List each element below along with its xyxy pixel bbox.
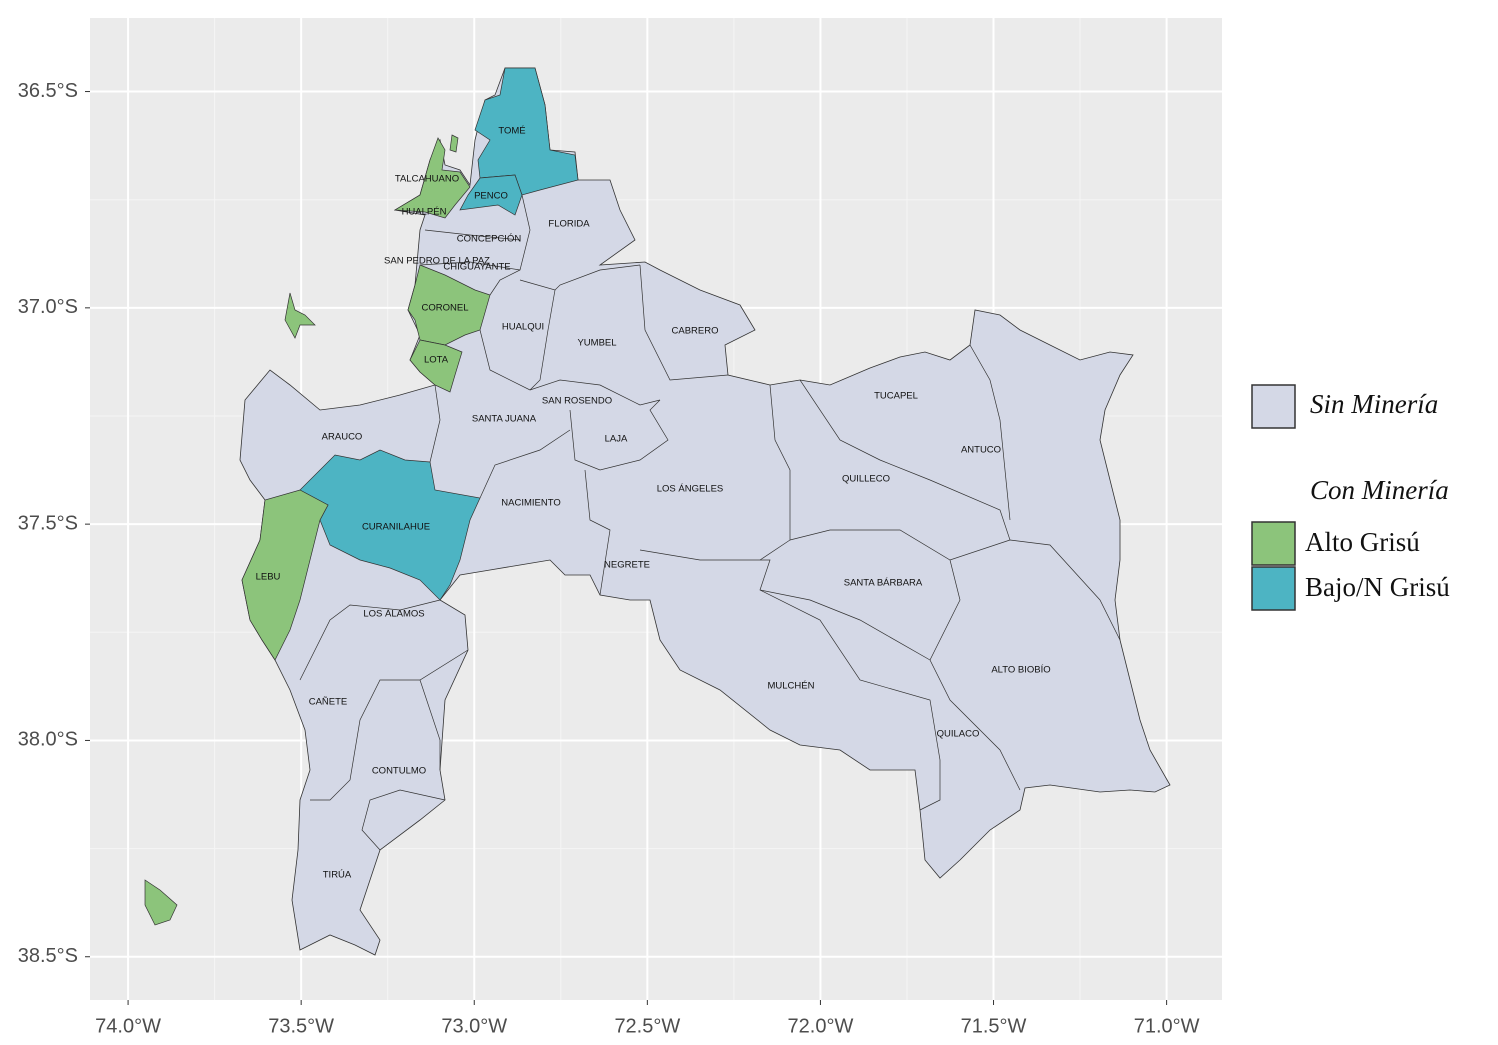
legend-key — [1251, 384, 1296, 429]
commune-label: CHIGUAYANTE — [443, 262, 510, 273]
commune-label: CURANILAHUE — [362, 522, 430, 533]
commune-shape — [407, 264, 491, 346]
commune-label: LOS ÁLAMOS — [363, 609, 424, 620]
region-labels: TOMÉ TALCAHUANO PENCO HUALPÉN FLORIDA CONCEPC… — [256, 126, 1051, 881]
commune-label: SAN ROSENDO — [542, 396, 612, 407]
commune-shape — [241, 489, 329, 661]
commune-label: SANTA JUANA — [472, 414, 537, 425]
y-tick-label: 38.0°S — [18, 729, 78, 751]
axes: 74.0°W 73.5°W 73.0°W 72.5°W 72.0°W 71.5°W 71.0… — [18, 80, 1200, 1037]
y-tick-label: 37.5°S — [18, 512, 78, 534]
commune-label: TUCAPEL — [874, 391, 918, 402]
commune-border — [479, 429, 571, 499]
commune-label: FLORIDA — [548, 219, 590, 230]
legend: Con Minería Sin Minería Alto Grisú Bajo/N … — [1251, 384, 1450, 611]
commune-border — [639, 264, 729, 381]
y-tick-label: 36.5°S — [18, 80, 78, 102]
commune-shape — [284, 292, 316, 339]
x-tick-label: 71.0°W — [1134, 1015, 1200, 1037]
commune-label: HUALPÉN — [402, 207, 447, 218]
commune-border — [429, 384, 441, 463]
x-tick-label: 71.5°W — [961, 1015, 1027, 1037]
commune-label: ANTUCO — [961, 445, 1001, 456]
x-tick-label: 72.5°W — [614, 1015, 680, 1037]
commune-label: LOS ÁNGELES — [657, 484, 724, 495]
x-tick-label: 74.0°W — [95, 1015, 161, 1037]
commune-label: TIRÚA — [323, 870, 352, 881]
commune-border — [789, 379, 1011, 561]
legend-key — [1251, 566, 1296, 611]
commune-border — [584, 469, 611, 596]
commune-border — [424, 229, 521, 241]
commune-label: LOTA — [424, 355, 449, 366]
commune-label: CORONEL — [422, 303, 469, 314]
commune-label: NEGRETE — [604, 560, 650, 571]
commune-shape — [459, 174, 523, 216]
commune-border — [519, 264, 641, 291]
legend-key — [1251, 521, 1296, 566]
commune-label: MULCHÉN — [768, 681, 815, 692]
commune-shape — [409, 339, 463, 393]
commune-shape — [144, 879, 178, 926]
commune-label: QUILACO — [937, 729, 980, 740]
commune-label: ARAUCO — [322, 432, 363, 443]
commune-label: HUALQUI — [502, 322, 544, 333]
commune-border — [969, 344, 1011, 521]
commune-shape — [393, 137, 471, 219]
commune-border — [299, 599, 441, 681]
commune-label: PENCO — [474, 191, 508, 202]
land — [144, 67, 1171, 956]
commune-label: SAN PEDRO DE LA PAZ — [384, 256, 490, 267]
commune-border — [479, 329, 661, 406]
y-tick-label: 37.0°S — [18, 296, 78, 318]
x-tick-label: 73.0°W — [441, 1015, 507, 1037]
commune-border — [569, 399, 669, 471]
commune-label: CONCEPCIÓN — [457, 234, 522, 245]
legend-label: Sin Minería — [1310, 389, 1438, 419]
commune-border — [639, 549, 941, 811]
legend-label: Alto Grisú — [1305, 527, 1420, 557]
legend-title: Con Minería — [1310, 475, 1449, 505]
legend-label: Bajo/N Grisú — [1305, 572, 1450, 602]
commune-label: QUILLECO — [842, 474, 890, 485]
commune-border — [1009, 539, 1121, 641]
commune-label: TALCAHUANO — [395, 174, 459, 185]
commune-border — [361, 789, 446, 851]
x-tick-label: 72.0°W — [788, 1015, 854, 1037]
commune-label: NACIMIENTO — [501, 498, 560, 509]
y-tick-label: 38.5°S — [18, 945, 78, 967]
commune-label: CAÑETE — [309, 697, 348, 708]
commune-label: CABRERO — [672, 326, 719, 337]
commune-label: CONTULMO — [372, 766, 426, 777]
commune-border — [419, 679, 441, 770]
commune-border — [759, 589, 931, 661]
commune-border — [419, 261, 521, 271]
commune-label: LAJA — [605, 434, 628, 445]
commune-label: ALTO BIOBÍO — [991, 665, 1050, 676]
commune-label: TOMÉ — [498, 126, 525, 137]
commune-label: YUMBEL — [577, 338, 616, 349]
commune-shape — [299, 449, 481, 601]
commune-shape — [449, 134, 459, 153]
commune-border — [759, 384, 791, 561]
commune-label: LEBU — [256, 572, 281, 583]
commune-border — [529, 289, 556, 391]
x-tick-label: 73.5°W — [268, 1015, 334, 1037]
commune-label: SANTA BÁRBARA — [844, 578, 923, 589]
